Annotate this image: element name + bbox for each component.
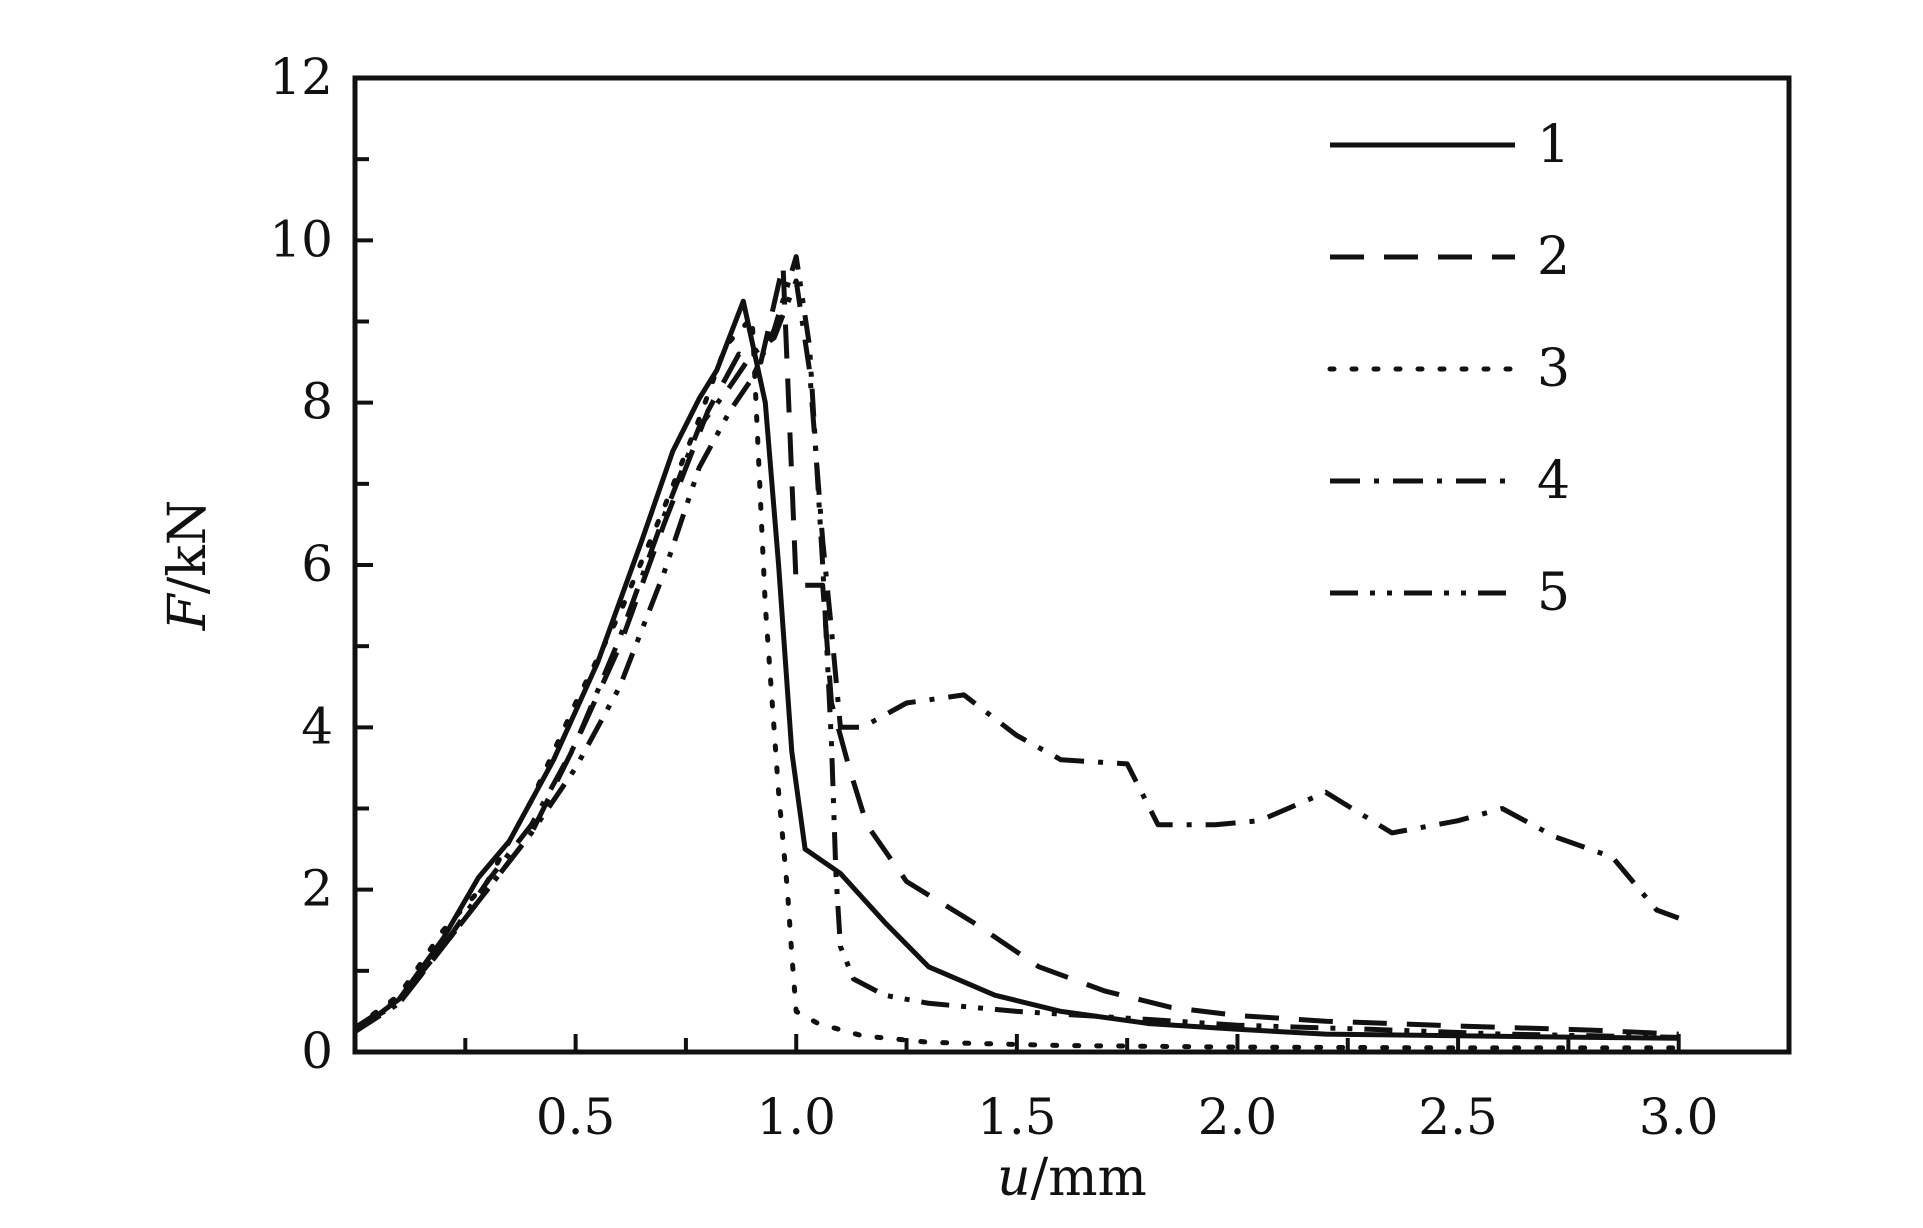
y-tick-label: 4 bbox=[301, 697, 333, 755]
x-tick-label: 1.5 bbox=[977, 1088, 1057, 1146]
series-3-line bbox=[352, 314, 1682, 1051]
x-tick-label: 2.0 bbox=[1198, 1088, 1278, 1146]
x-axis: 0.5 1.0 1.5 2.0 2.5 3.0 bbox=[463, 1034, 1719, 1146]
legend-label-1: 1 bbox=[1537, 115, 1570, 175]
y-tick-label: 2 bbox=[301, 860, 333, 918]
series-5-line bbox=[353, 254, 1679, 1040]
y-axis-var: F bbox=[158, 592, 218, 631]
y-axis: 0 2 4 6 8 10 12 bbox=[269, 48, 373, 1080]
y-tick-label: 6 bbox=[301, 535, 333, 593]
legend: 1 2 3 4 5 bbox=[1327, 115, 1570, 623]
x-axis-var: u bbox=[997, 1148, 1031, 1208]
x-tick-label: 0.5 bbox=[536, 1088, 616, 1146]
series-2-line bbox=[353, 262, 1679, 1037]
x-axis-label: u/mm bbox=[997, 1148, 1147, 1208]
x-tick-label: 2.5 bbox=[1418, 1088, 1498, 1146]
y-tick-label: 0 bbox=[301, 1022, 333, 1080]
series-layer bbox=[352, 254, 1682, 1051]
y-axis-label: F/kN bbox=[158, 500, 218, 632]
legend-label-2: 2 bbox=[1537, 227, 1570, 287]
y-tick-label: 12 bbox=[269, 48, 333, 106]
y-tick-label: 10 bbox=[269, 210, 333, 268]
legend-label-5: 5 bbox=[1537, 563, 1570, 623]
legend-label-4: 4 bbox=[1537, 451, 1570, 511]
x-axis-unit: /mm bbox=[1031, 1148, 1147, 1208]
y-axis-unit: /kN bbox=[158, 500, 218, 595]
x-tick-label: 1.0 bbox=[756, 1088, 836, 1146]
series-1-line bbox=[353, 298, 1679, 1041]
legend-label-3: 3 bbox=[1537, 339, 1570, 399]
x-tick-label: 3.0 bbox=[1639, 1088, 1719, 1146]
plot-frame bbox=[352, 75, 1792, 1055]
series-4-line bbox=[353, 278, 1680, 1034]
y-tick-label: 8 bbox=[301, 373, 333, 431]
